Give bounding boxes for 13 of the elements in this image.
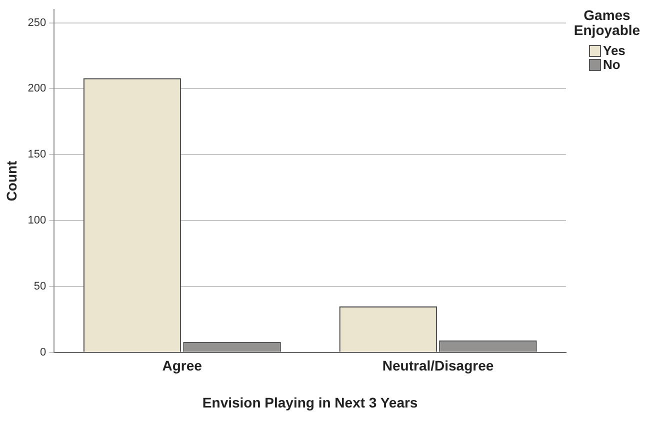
x-tick-label: Neutral/Disagree [382,358,494,374]
legend-title: Games Enjoyable [572,7,642,38]
y-tick-label: 200 [28,82,46,95]
x-tick-label: Agree [162,358,202,374]
y-tick-label: 50 [34,280,46,293]
y-axis-title: Count [3,160,20,202]
y-tick-label: 150 [28,148,46,161]
x-axis-title: Envision Playing in Next 3 Years [202,394,418,410]
y-tick-label: 250 [28,16,46,29]
legend-label: No [603,57,622,72]
y-tick-label: 0 [40,346,46,358]
legend-label: Yes [603,43,626,58]
y-tick-label: 100 [28,214,46,227]
